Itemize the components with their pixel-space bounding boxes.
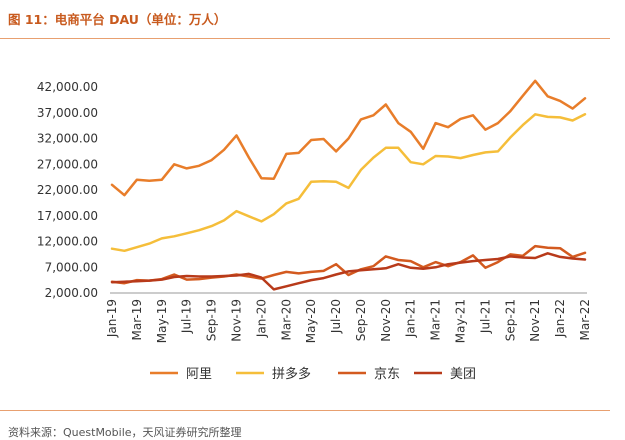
source-note: 资料来源：QuestMobile，天风证券研究所整理 — [8, 426, 242, 439]
x-tick-label: Nov-21 — [528, 299, 542, 342]
series-line-京东 — [110, 244, 587, 285]
y-tick-label: 22,000.00 — [37, 183, 98, 197]
x-tick-label: Sep-21 — [503, 299, 517, 341]
x-tick-label: Sep-19 — [205, 299, 219, 341]
y-tick-label: 17,000.00 — [37, 209, 98, 223]
x-tick-label: Jan-22 — [553, 299, 567, 338]
dau-line-chart: 2,000.00 7,000.00 12,000.00 17,000.00 22,000… — [37, 79, 592, 382]
x-tick-label: Sep-20 — [354, 299, 368, 341]
x-tick-label: Jul-21 — [478, 299, 492, 334]
x-tick-label: Jan-19 — [105, 299, 119, 338]
page-title: 图 11：电商平台 DAU（单位：万人） — [8, 12, 227, 27]
x-tick-label: Nov-20 — [379, 299, 393, 342]
x-axis: Jan-19 Mar-19 May-19 Jul-19 Sep-19 Nov-19 Jan-… — [105, 292, 592, 343]
x-tick-label: Jul-19 — [180, 299, 194, 334]
legend: 阿里 拼多多 京东 美团 — [150, 366, 476, 382]
series-line-拼多多 — [110, 113, 587, 253]
y-tick-label: 12,000.00 — [37, 235, 98, 249]
x-tick-label: May-20 — [304, 299, 318, 343]
legend-label: 京东 — [374, 367, 400, 382]
x-tick-label: May-19 — [155, 299, 169, 343]
y-tick-label: 42,000.00 — [37, 80, 98, 94]
top-divider — [0, 38, 610, 39]
series-line-阿里 — [110, 79, 587, 197]
legend-label: 拼多多 — [272, 366, 311, 382]
x-tick-label: Mar-22 — [578, 299, 592, 340]
x-tick-label: Jan-21 — [404, 299, 418, 338]
legend-label: 美团 — [450, 367, 476, 382]
x-tick-label: Mar-19 — [130, 299, 144, 340]
series-lines — [110, 79, 587, 291]
bottom-divider — [0, 410, 610, 411]
x-tick-label: Nov-19 — [229, 299, 243, 342]
y-tick-label: 2,000.00 — [45, 286, 98, 300]
legend-label: 阿里 — [186, 367, 212, 382]
series-line-美团 — [110, 252, 587, 291]
y-tick-label: 7,000.00 — [45, 260, 98, 274]
x-tick-label: Mar-21 — [429, 299, 443, 340]
y-tick-label: 32,000.00 — [37, 132, 98, 146]
x-tick-label: May-21 — [454, 299, 468, 343]
y-tick-label: 27,000.00 — [37, 157, 98, 171]
x-tick-label: Jan-20 — [254, 299, 268, 338]
y-axis: 2,000.00 7,000.00 12,000.00 17,000.00 22,000… — [37, 80, 98, 300]
x-tick-label: Mar-20 — [279, 299, 293, 340]
x-tick-label: Jul-20 — [329, 299, 343, 334]
y-tick-label: 37,000.00 — [37, 106, 98, 120]
